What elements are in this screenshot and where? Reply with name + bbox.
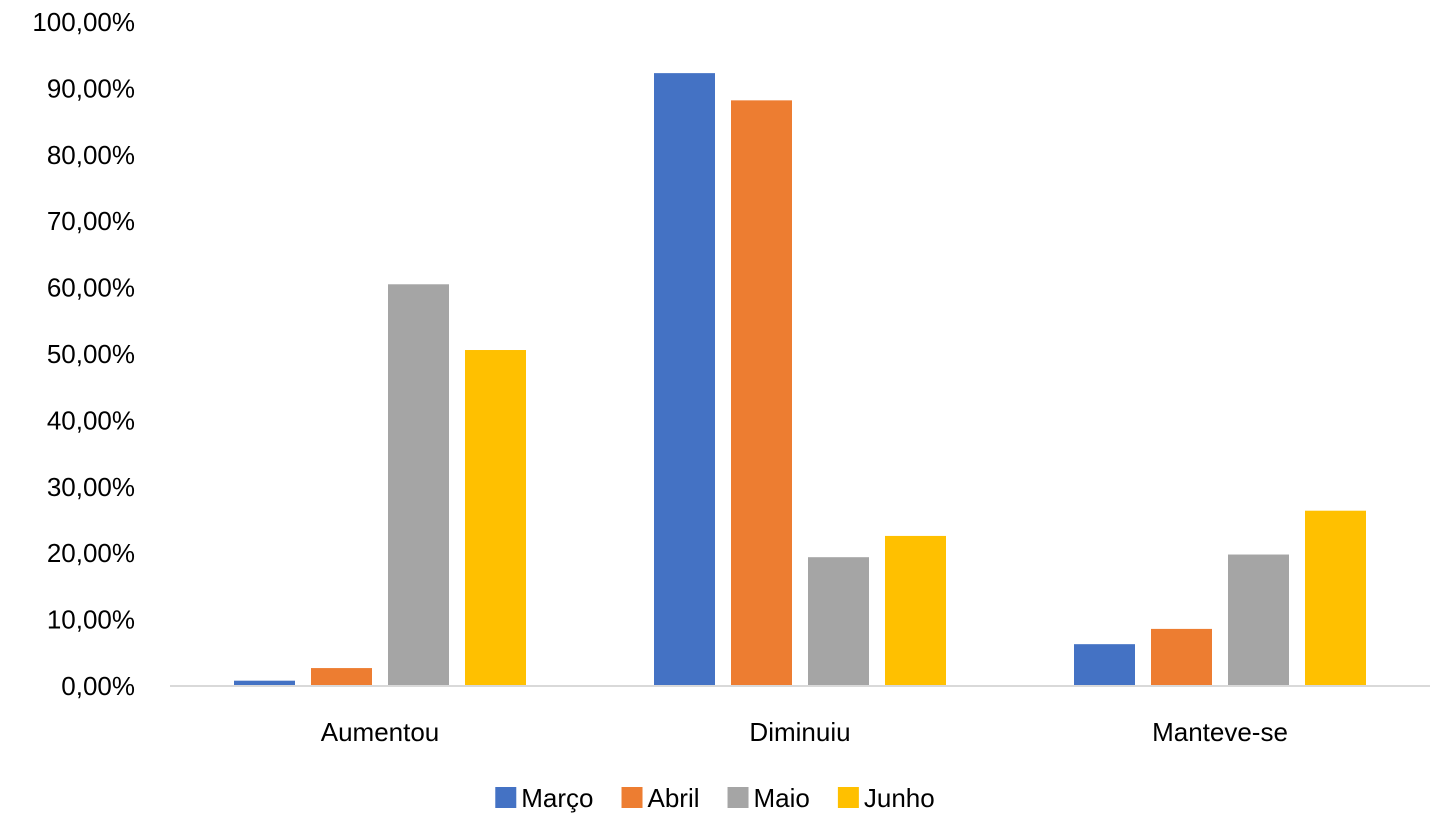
y-axis-ticks: 0,00% 10,00% 20,00% 30,00% 40,00% 50,00% 60,00…	[32, 7, 135, 701]
category-labels: Aumentou Diminuiu Manteve-se	[321, 717, 1288, 747]
bar-manteve-se-0	[1074, 644, 1135, 686]
y-tick-label: 50,00%	[47, 339, 135, 369]
bar-diminuiu-0	[654, 73, 715, 687]
legend-item: Abril	[621, 783, 700, 813]
bar-manteve-se-1	[1151, 628, 1212, 686]
bar-manteve-se-2	[1228, 554, 1289, 686]
bar-diminuiu-2	[808, 557, 869, 686]
x-category-label: Aumentou	[321, 717, 440, 747]
y-tick-label: 40,00%	[47, 405, 135, 435]
y-tick-label: 10,00%	[47, 605, 135, 635]
bars-group	[234, 73, 1366, 687]
y-tick-label: 90,00%	[47, 73, 135, 103]
bar-aumentou-3	[465, 350, 526, 686]
y-tick-label: 20,00%	[47, 538, 135, 568]
bar-aumentou-2	[388, 284, 449, 686]
bar-aumentou-1	[311, 668, 372, 686]
legend-label: Maio	[754, 783, 810, 813]
legend-label: Junho	[864, 783, 935, 813]
legend-item: Maio	[727, 783, 810, 813]
legend-item: Março	[495, 783, 594, 813]
legend-swatch	[621, 787, 643, 808]
legend-swatch	[837, 787, 859, 808]
x-category-label: Diminuiu	[749, 717, 850, 747]
legend-swatch	[495, 787, 517, 808]
bar-manteve-se-3	[1305, 510, 1366, 686]
bar-diminuiu-3	[885, 535, 946, 686]
x-category-label: Manteve-se	[1152, 717, 1288, 747]
bar-diminuiu-1	[731, 100, 792, 687]
y-tick-label: 60,00%	[47, 273, 135, 303]
y-tick-label: 70,00%	[47, 206, 135, 236]
y-tick-label: 30,00%	[47, 472, 135, 502]
legend: Março Abril Maio Junho	[495, 783, 935, 813]
legend-label: Abril	[648, 783, 700, 813]
legend-swatch	[727, 787, 749, 808]
y-tick-label: 80,00%	[47, 140, 135, 170]
bar-aumentou-0	[234, 680, 295, 686]
legend-label: Março	[521, 783, 593, 813]
y-tick-label: 100,00%	[32, 7, 135, 37]
legend-item: Junho	[837, 783, 935, 813]
y-tick-label: 0,00%	[61, 671, 135, 701]
